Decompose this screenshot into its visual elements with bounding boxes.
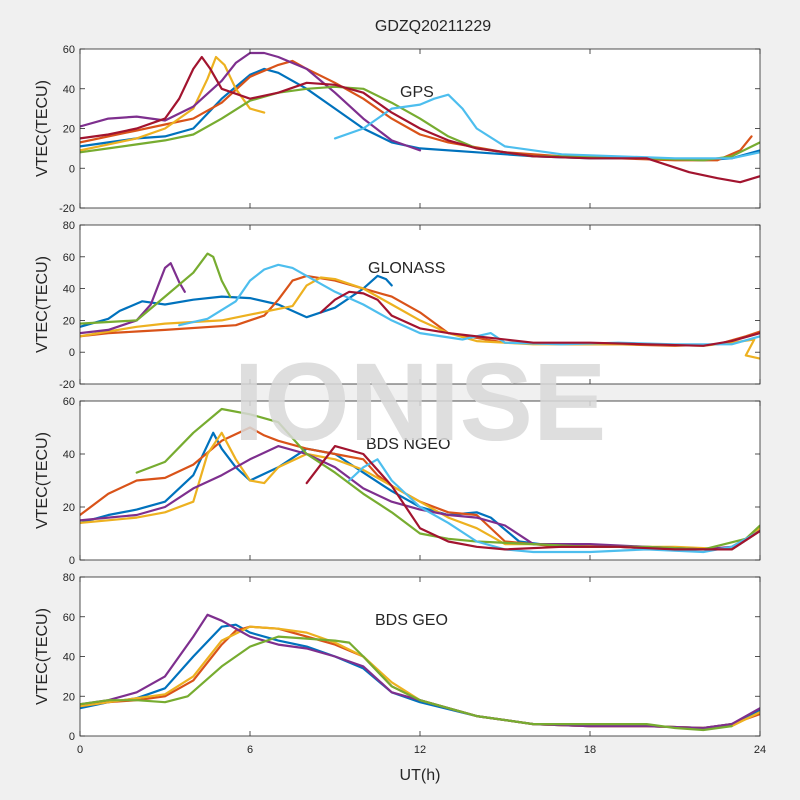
chart-title: GDZQ20211229 [375,18,491,35]
series-line [80,445,760,551]
panel-label: BDS GEO [375,612,448,629]
series-line [135,407,760,551]
series-group [80,407,760,554]
y-tick-label: 20 [63,124,75,136]
series-group [80,252,760,360]
y-axis-label: VTEC(TECU) [34,256,51,353]
y-tick-label: 40 [63,449,75,461]
panel-label: GPS [400,84,434,101]
y-tick-label: -20 [59,379,75,391]
y-tick-label: 0 [69,163,75,175]
series-line [80,262,186,335]
plot-area [80,577,760,736]
panel-label: GLONASS [368,260,445,277]
series-line [305,445,760,551]
x-tick-label: 18 [584,744,596,756]
y-tick-label: 60 [63,396,75,408]
panel-0: -20 0 20 40 60 VTEC(TECU) GPS [34,44,761,215]
series-line [80,55,760,184]
y-tick-label: 0 [69,347,75,359]
y-tick-label: 20 [63,315,75,327]
series-line [333,93,760,160]
panel-2: 0 20 40 60 VTEC(TECU) BDS NGEO [34,396,761,567]
y-tick-label: 20 [63,691,75,703]
y-tick-label: 40 [63,284,75,296]
y-tick-label: 80 [63,572,75,584]
y-tick-label: 60 [63,44,75,56]
panel-3: 0 20 40 60 80 0 6 12 18 24 VTEC(TECU) BDS GEO [34,572,766,756]
y-tick-label: 80 [63,220,75,232]
series-group [80,51,760,184]
series-line [80,613,760,730]
series-line [319,290,760,347]
y-tick-label: 60 [63,612,75,624]
plot-area [80,225,760,384]
y-axis-label: VTEC(TECU) [34,80,51,177]
x-tick-label: 12 [414,744,426,756]
watermark: IONISE [234,341,607,464]
y-tick-label: 20 [63,502,75,514]
y-tick-label: 40 [63,84,75,96]
y-axis-label: VTEC(TECU) [34,608,51,705]
panel-1: -20 0 20 40 60 80 VTEC(TECU) GLONASS [34,220,761,391]
x-axis-label: UT(h) [400,767,441,784]
y-tick-label: 0 [69,731,75,743]
series-line [348,458,760,554]
series-line [80,635,733,732]
y-tick-label: 0 [69,555,75,567]
x-tick-label: 24 [754,744,766,756]
series-line [80,252,232,325]
y-axis-label: VTEC(TECU) [34,432,51,529]
x-tick-label: 6 [247,744,253,756]
y-tick-label: -20 [59,203,75,215]
y-tick-label: 60 [63,252,75,264]
y-tick-label: 40 [63,652,75,664]
series-group [80,613,760,732]
series-line [80,274,393,328]
x-tick-label: 0 [77,744,83,756]
panel-label: BDS NGEO [366,436,450,453]
